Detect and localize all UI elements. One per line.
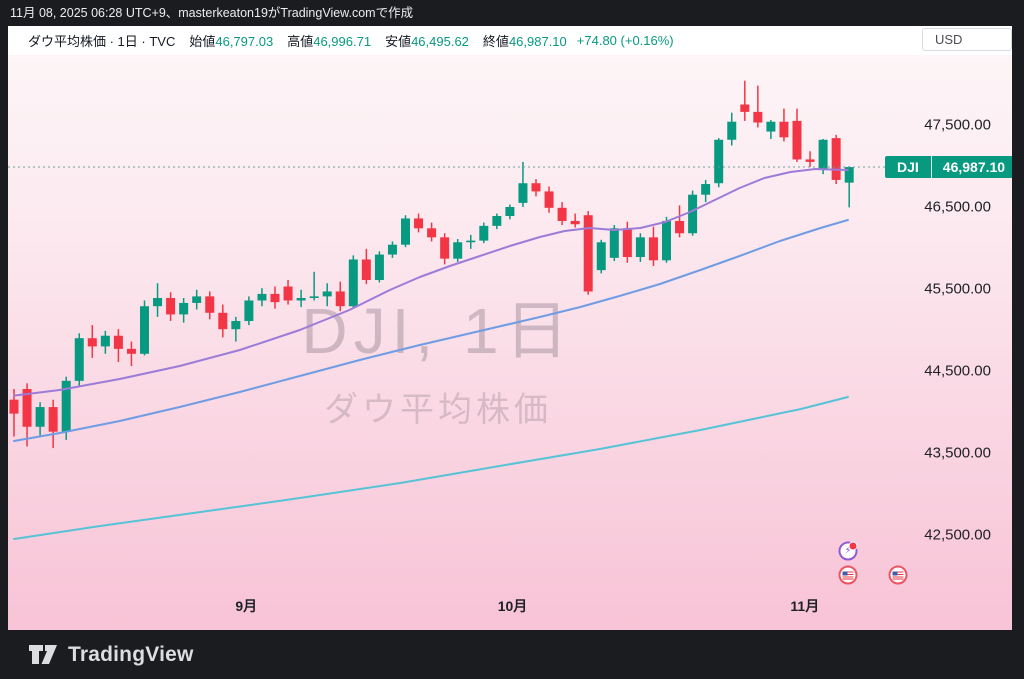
- us-flag-event-icon[interactable]: [838, 565, 858, 585]
- attribution-text: 11月 08, 2025 06:28 UTC+9、masterkeaton19が…: [10, 6, 414, 20]
- ma-slow-line: [13, 396, 849, 540]
- last-price-symbol: DJI: [885, 156, 932, 179]
- time-axis-label: 10月: [497, 598, 528, 614]
- tradingview-logo-icon: [29, 644, 57, 664]
- change-value: +74.80 (+0.16%): [576, 33, 674, 48]
- time-axis-label: 11月: [790, 598, 820, 614]
- chart-area[interactable]: DJI, 1日 ダウ平均株価 47,500.00 46,500.00 45,500.…: [8, 55, 1017, 630]
- tradingview-logo-text: TradingView: [68, 642, 194, 666]
- open-value: 始値46,797.03: [189, 34, 274, 49]
- price-axis-label: 47,500.00: [924, 116, 991, 134]
- us-flag-icon: [892, 571, 904, 579]
- us-flag-icon: [842, 571, 854, 579]
- notification-dot: [848, 541, 858, 551]
- price-axis-label: 44,500.00: [924, 362, 991, 380]
- price-axis-label: 43,500.00: [924, 444, 991, 462]
- attribution-bar: 11月 08, 2025 06:28 UTC+9、masterkeaton19が…: [0, 0, 1024, 26]
- footer-bar: TradingView: [0, 630, 1024, 679]
- last-price-value: 46,987.10: [942, 159, 1006, 176]
- high-value: 高値46,996.71: [287, 34, 372, 49]
- time-axis-label: 9月: [235, 598, 258, 614]
- ma-fast-line: [13, 168, 849, 397]
- frame-left: [0, 26, 8, 630]
- symbol-title[interactable]: ダウ平均株価 · 1日 · TVC: [28, 34, 176, 49]
- price-axis-label: 46,500.00: [924, 198, 991, 216]
- last-price-tag: DJI 46,987.10: [885, 156, 1017, 179]
- price-axis-label: 45,500.00: [924, 280, 991, 298]
- ma-mid-line: [13, 219, 849, 442]
- close-value: 終値46,987.10: [482, 34, 567, 49]
- us-flag-event-icon[interactable]: [888, 565, 908, 585]
- tradingview-logo[interactable]: TradingView: [28, 642, 194, 668]
- candlestick-chart[interactable]: [8, 55, 1012, 630]
- frame-right: [1012, 26, 1024, 630]
- price-axis-label: 42,500.00: [924, 526, 991, 544]
- low-value: 安値46,495.62: [385, 34, 469, 49]
- symbol-header: ダウ平均株価 · 1日 · TVC 始値46,797.03 高値46,996.7…: [8, 26, 1012, 55]
- currency-selector[interactable]: USD: [922, 28, 1012, 51]
- economic-event-flash-icon[interactable]: ⚡: [838, 541, 858, 561]
